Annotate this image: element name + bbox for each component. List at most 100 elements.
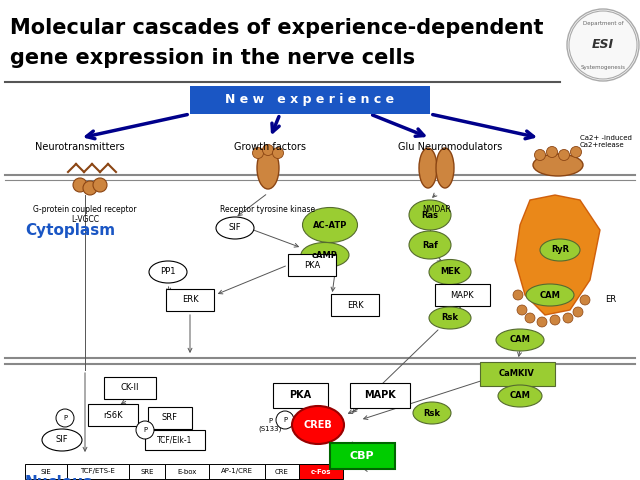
Ellipse shape xyxy=(253,147,264,158)
Text: Growth factors: Growth factors xyxy=(234,142,306,152)
Text: CRE: CRE xyxy=(275,468,289,475)
Ellipse shape xyxy=(563,313,573,323)
Text: Cytoplasm: Cytoplasm xyxy=(25,223,115,238)
Text: P: P xyxy=(283,417,287,423)
Text: Receptor tyrosine kinase: Receptor tyrosine kinase xyxy=(220,205,316,214)
Bar xyxy=(129,464,165,479)
Text: Neurotransmitters: Neurotransmitters xyxy=(35,142,125,152)
Text: SRF: SRF xyxy=(162,413,178,422)
Ellipse shape xyxy=(56,409,74,427)
Ellipse shape xyxy=(93,178,107,192)
Text: MAPK: MAPK xyxy=(450,290,474,300)
Text: SIF: SIF xyxy=(56,435,68,444)
Ellipse shape xyxy=(559,149,570,160)
Ellipse shape xyxy=(301,242,349,267)
Text: CAM: CAM xyxy=(509,336,531,345)
Text: SRE: SRE xyxy=(140,468,154,475)
Ellipse shape xyxy=(409,200,451,230)
Ellipse shape xyxy=(83,181,97,195)
Ellipse shape xyxy=(257,147,279,189)
Text: PKA: PKA xyxy=(289,390,311,400)
Ellipse shape xyxy=(42,429,82,451)
Text: cAMP: cAMP xyxy=(312,251,338,260)
Text: PKA: PKA xyxy=(304,261,320,269)
Text: RyR: RyR xyxy=(551,245,569,254)
Bar xyxy=(299,464,343,479)
Ellipse shape xyxy=(498,385,542,407)
Text: SIE: SIE xyxy=(40,468,51,475)
Text: SIF: SIF xyxy=(228,224,241,232)
Text: PP1: PP1 xyxy=(160,267,176,276)
Text: Glu Neuromodulators: Glu Neuromodulators xyxy=(398,142,502,152)
Bar xyxy=(145,430,205,450)
Text: CAM: CAM xyxy=(509,392,531,400)
Text: Ca2+ -induced
Ca2+release: Ca2+ -induced Ca2+release xyxy=(580,135,632,148)
Ellipse shape xyxy=(429,307,471,329)
Bar xyxy=(67,464,129,479)
Bar xyxy=(25,464,67,479)
Text: NMDAR: NMDAR xyxy=(422,205,451,214)
Ellipse shape xyxy=(73,178,87,192)
Ellipse shape xyxy=(409,231,451,259)
Ellipse shape xyxy=(303,207,358,242)
Text: Nucleus: Nucleus xyxy=(25,475,93,480)
Ellipse shape xyxy=(513,290,523,300)
Ellipse shape xyxy=(525,313,535,323)
Text: CREB: CREB xyxy=(303,420,332,430)
Bar xyxy=(273,383,328,408)
Text: Systemogenesis: Systemogenesis xyxy=(580,64,625,70)
Ellipse shape xyxy=(276,411,294,429)
Text: Ras: Ras xyxy=(422,211,438,219)
Bar xyxy=(435,284,490,306)
Text: E-box: E-box xyxy=(177,468,196,475)
Ellipse shape xyxy=(413,402,451,424)
Ellipse shape xyxy=(537,317,547,327)
Bar xyxy=(350,383,410,408)
Text: P: P xyxy=(63,415,67,421)
Text: Raf: Raf xyxy=(422,240,438,250)
Ellipse shape xyxy=(216,217,254,239)
Text: CaMKIV: CaMKIV xyxy=(499,370,535,379)
Bar xyxy=(288,254,336,276)
Text: Molecular cascades of experience-dependent: Molecular cascades of experience-depende… xyxy=(10,18,543,38)
Ellipse shape xyxy=(550,315,560,325)
Ellipse shape xyxy=(496,329,544,351)
Text: CK-II: CK-II xyxy=(121,384,140,393)
Text: ER: ER xyxy=(605,296,616,304)
Text: Rsk: Rsk xyxy=(424,408,440,418)
Bar xyxy=(166,289,214,311)
Text: c-Fos: c-Fos xyxy=(311,468,332,475)
Text: CAM: CAM xyxy=(540,290,561,300)
Text: MEK: MEK xyxy=(440,267,460,276)
Bar xyxy=(480,362,555,386)
Text: AP-1/CRE: AP-1/CRE xyxy=(221,468,253,475)
Ellipse shape xyxy=(540,239,580,261)
Ellipse shape xyxy=(534,149,545,160)
Polygon shape xyxy=(515,195,600,315)
Text: MAPK: MAPK xyxy=(364,390,396,400)
Bar xyxy=(209,464,265,479)
Ellipse shape xyxy=(419,148,437,188)
Bar xyxy=(331,294,379,316)
Bar xyxy=(148,407,192,429)
Bar xyxy=(104,377,156,399)
Ellipse shape xyxy=(567,9,639,81)
Ellipse shape xyxy=(136,421,154,439)
Text: Rsk: Rsk xyxy=(442,313,458,323)
Ellipse shape xyxy=(262,144,273,156)
Text: N e w   e x p e r i e n c e: N e w e x p e r i e n c e xyxy=(225,94,395,107)
Text: P: P xyxy=(143,427,147,433)
Ellipse shape xyxy=(429,260,471,285)
Ellipse shape xyxy=(517,305,527,315)
Text: ERK: ERK xyxy=(182,296,198,304)
Ellipse shape xyxy=(292,406,344,444)
Text: AC-ATP: AC-ATP xyxy=(313,220,347,229)
Ellipse shape xyxy=(533,154,583,176)
Ellipse shape xyxy=(273,147,284,158)
Text: G-protein coupled receptor
L-VGCC: G-protein coupled receptor L-VGCC xyxy=(33,205,137,225)
Text: P
(S133): P (S133) xyxy=(259,418,282,432)
Ellipse shape xyxy=(573,307,583,317)
Text: TCF/ETS-E: TCF/ETS-E xyxy=(81,468,115,475)
Ellipse shape xyxy=(436,148,454,188)
Ellipse shape xyxy=(570,146,582,157)
